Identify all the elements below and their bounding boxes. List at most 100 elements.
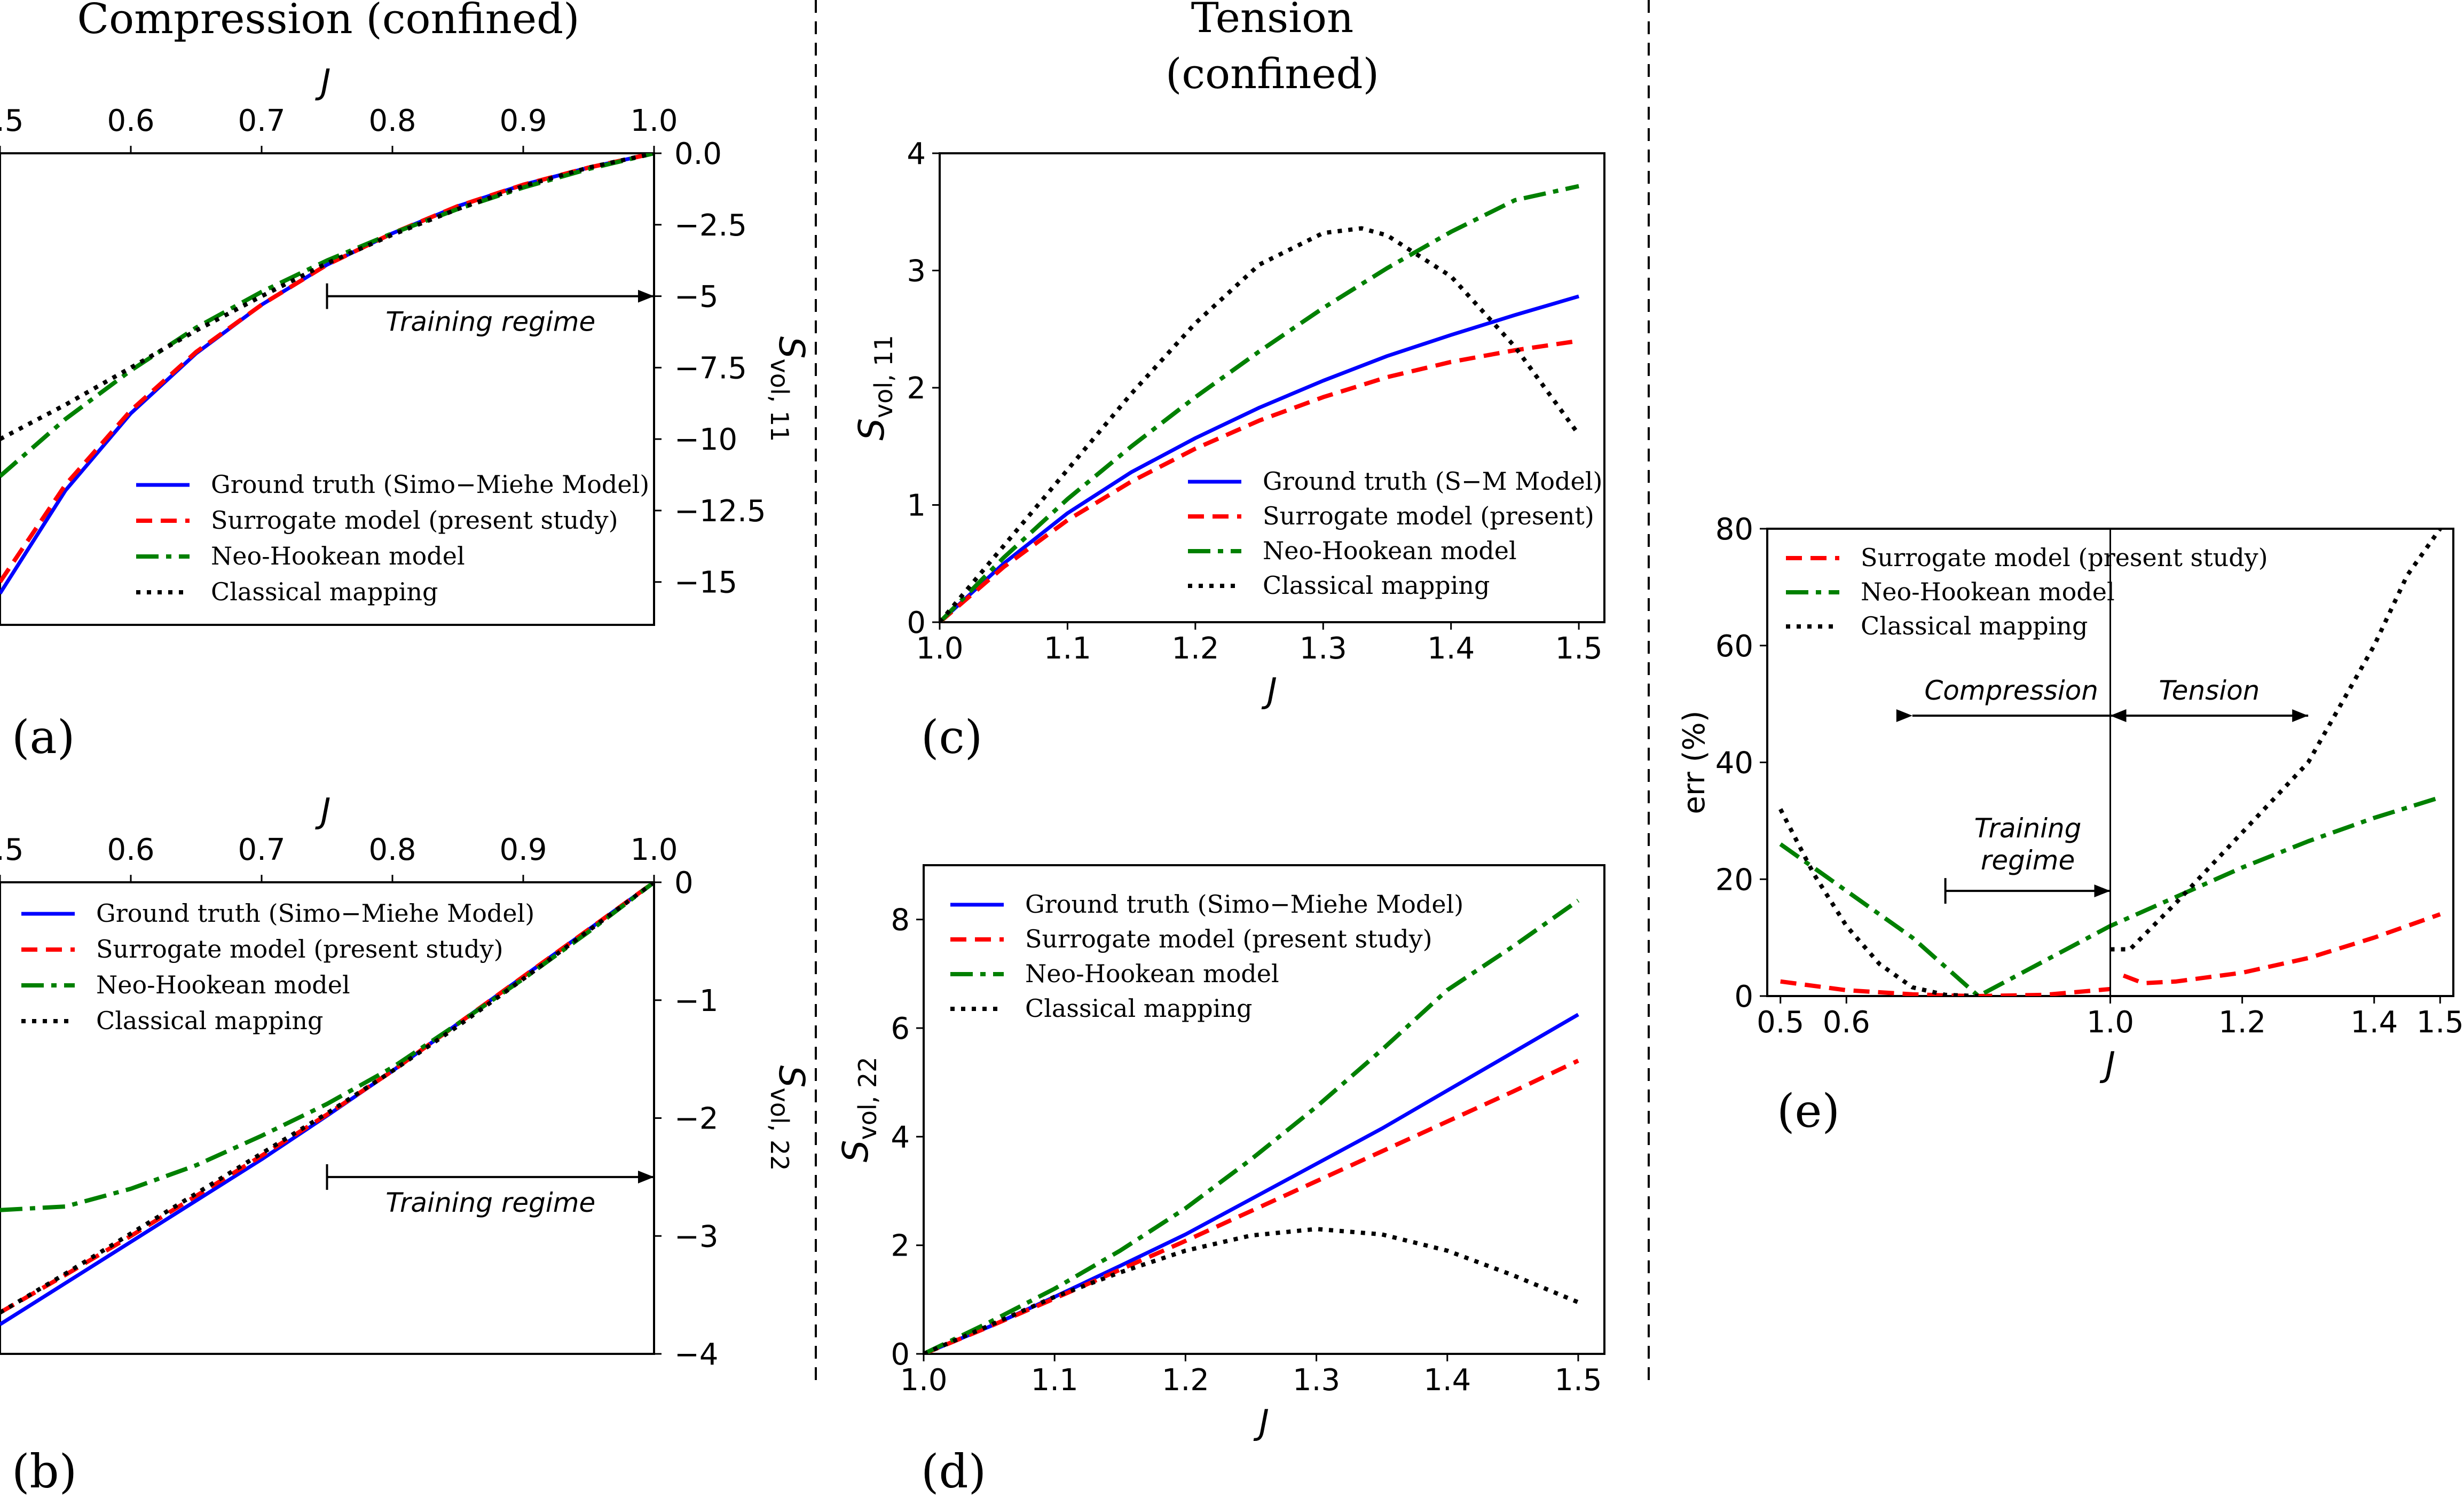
compression-label: Compression: [1924, 675, 2098, 706]
legend-a: Ground truth (Simo−Miehe Model) Surrogate…: [136, 470, 649, 606]
chart-panel-d: 1.0 1.1 1.2 1.3 1.4 1.5 J 0 2 4 6 8 Svol, 22 Ground t…: [835, 864, 1605, 1443]
y-tick-label: −3: [674, 1219, 719, 1254]
y-tick-label: 0.0: [674, 137, 722, 171]
legend-entry: Classical mapping: [1025, 994, 1253, 1023]
x-tick-label: 1.5: [2416, 1005, 2464, 1040]
legend-entry: Classical mapping: [96, 1006, 324, 1035]
y-tick-label: −12.5: [674, 494, 766, 529]
y-tick-label: 0: [1734, 979, 1753, 1014]
y-tick-label: 0: [674, 866, 694, 900]
x-axis-label: J: [315, 62, 331, 102]
y-tick-label: 60: [1715, 629, 1753, 664]
y-tick-label: −15: [674, 566, 737, 600]
x-tick-label: 0.5: [1757, 1005, 1804, 1040]
training-regime-label-e-line2: regime: [1981, 845, 2075, 876]
x-tick-label: 1.2: [1171, 631, 1219, 666]
legend-entry: Ground truth (Simo−Miehe Model): [211, 470, 649, 499]
y-axis-label: Svol, 11: [851, 335, 898, 441]
training-regime-label-a: Training regime: [385, 307, 595, 338]
y-tick-label: 0: [907, 606, 926, 640]
series-line-b-3: [0, 882, 654, 1212]
y-tick-label: 2: [891, 1229, 910, 1264]
y-tick-label: −7.5: [674, 351, 747, 386]
legend-entry: Surrogate model (present): [1263, 501, 1594, 530]
compression-title: Compression (confined): [77, 0, 579, 43]
legend-c: Ground truth (S−M Model) Surrogate model …: [1188, 467, 1602, 600]
legend-entry: Neo-Hookean model: [1025, 959, 1279, 988]
y-tick-label: 40: [1715, 746, 1753, 781]
y-tick-label: 8: [891, 903, 910, 938]
x-tick-label: 1.1: [1031, 1363, 1079, 1398]
x-tick-label: 1.3: [1300, 631, 1347, 666]
x-tick-label: 1.3: [1293, 1363, 1340, 1398]
legend-entry: Ground truth (S−M Model): [1263, 467, 1602, 496]
legend-entry: Surrogate model (present study): [1025, 924, 1432, 953]
chart-panel-b: 0.5 0.6 0.7 0.8 0.9 1.0 J 0 −1 −2 −3 −4 Svol, 22 Grou…: [0, 791, 812, 1372]
x-tick-label: 0.9: [499, 104, 547, 138]
legend-b: Ground truth (Simo−Miehe Model) Surrogate…: [21, 899, 534, 1035]
series-line-c-1: [940, 294, 1580, 622]
legend-entry: Neo-Hookean model: [211, 542, 465, 570]
series-line-a-3: [0, 153, 654, 478]
legend-entry: Classical mapping: [1263, 571, 1490, 600]
x-tick-label: 1.2: [1162, 1363, 1209, 1398]
legend-entry: Neo-Hookean model: [1861, 577, 2115, 606]
tension-title-line1: Tension: [1191, 0, 1354, 42]
y-tick-label: 4: [891, 1120, 910, 1155]
legend-entry: Ground truth (Simo−Miehe Model): [96, 899, 534, 928]
x-tick-label: 0.8: [368, 833, 416, 867]
training-regime-label-e-line1: Training: [1974, 813, 2082, 844]
plot-area-c: [940, 184, 1581, 622]
panel-label-c: (c): [921, 711, 982, 764]
training-regime-label-b: Training regime: [385, 1187, 595, 1218]
tension-arrow: [2110, 709, 2309, 722]
legend-entry: Neo-Hookean model: [1263, 536, 1517, 565]
x-tick-label: 1.0: [2087, 1005, 2134, 1040]
x-tick-label: 1.0: [630, 833, 678, 867]
x-tick-label: 0.6: [107, 104, 154, 138]
y-tick-label: −2.5: [674, 208, 747, 243]
tension-title-line2: (confined): [1166, 50, 1379, 98]
y-tick-label: 20: [1715, 863, 1753, 897]
series-line-e-3: [2110, 529, 2442, 952]
y-tick-label: −2: [674, 1102, 719, 1137]
y-axis-label: Svol, 22: [835, 1057, 882, 1163]
plot-frame-d: [923, 864, 1605, 1355]
x-tick-label: 1.0: [916, 631, 963, 666]
training-regime-arrow-e: [1944, 878, 2111, 904]
x-tick-label: 1.4: [1427, 631, 1475, 666]
y-tick-label: −5: [674, 280, 719, 315]
legend-d: Ground truth (Simo−Miehe Model) Surrogate…: [950, 890, 1463, 1023]
legend-entry: Ground truth (Simo−Miehe Model): [1025, 890, 1463, 919]
x-tick-label: 1.0: [900, 1363, 947, 1398]
plot-area-e: [1778, 529, 2442, 996]
x-tick-label: 1.1: [1044, 631, 1091, 666]
x-tick-label: 0.7: [238, 104, 285, 138]
y-tick-label: 3: [907, 254, 926, 289]
y-tick-label: 80: [1715, 512, 1753, 547]
panel-label-e: (e): [1777, 1085, 1840, 1138]
plot-frame-a: [0, 152, 655, 626]
series-line-d-4: [924, 1227, 1579, 1354]
x-tick-label: 1.0: [630, 104, 678, 138]
y-tick-label: −4: [674, 1337, 719, 1372]
series-line-e-3: [1778, 808, 1979, 996]
legend-entry: Surrogate model (present study): [211, 506, 618, 535]
legend-e: Surrogate model (present study) Neo-Hooke…: [1786, 543, 2268, 640]
x-tick-label: 1.4: [1423, 1363, 1471, 1398]
x-axis-label: J: [315, 791, 331, 831]
series-line-e-1: [2122, 912, 2441, 985]
plot-area-a: [0, 153, 654, 594]
plot-area-d: [924, 898, 1580, 1354]
x-tick-label: 0.7: [238, 833, 285, 867]
legend-entry: Surrogate model (present study): [1861, 543, 2268, 572]
training-regime-arrow-b: [326, 1164, 654, 1190]
plot-area-b: [0, 882, 654, 1326]
x-tick-label: 1.2: [2218, 1005, 2266, 1040]
y-tick-label: 4: [907, 137, 926, 171]
x-tick-label: 0.6: [107, 833, 154, 867]
y-tick-label: −1: [674, 984, 719, 1018]
legend-entry: Neo-Hookean model: [96, 970, 350, 999]
legend-entry: Classical mapping: [1861, 612, 2088, 640]
